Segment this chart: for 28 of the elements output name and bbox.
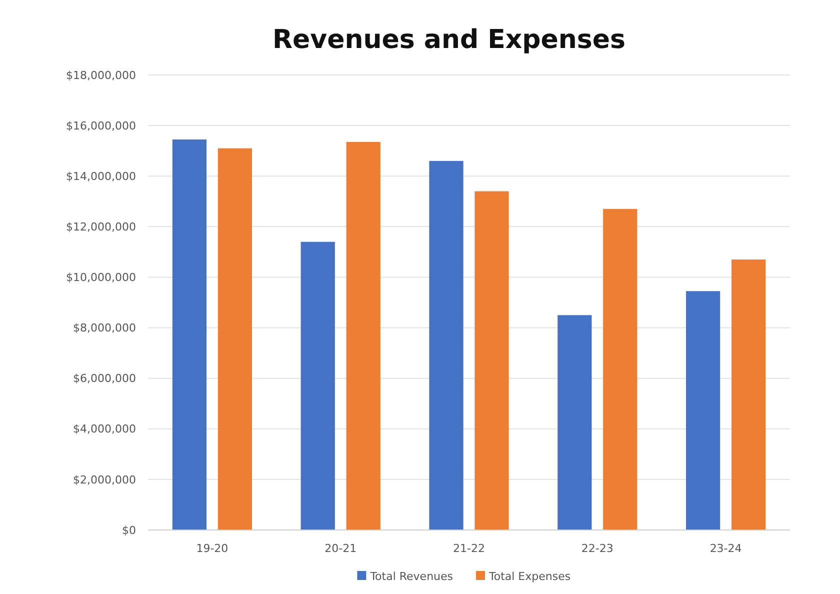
y-tick-label: $18,000,000: [66, 68, 136, 82]
bar: [731, 260, 766, 530]
x-tick-label: 23-24: [710, 542, 742, 555]
legend-label: Total Expenses: [488, 570, 571, 583]
bar: [218, 148, 252, 530]
chart-title: Revenues and Expenses: [272, 25, 626, 55]
y-tick-label: $0: [122, 524, 136, 537]
y-tick-label: $16,000,000: [66, 119, 136, 132]
x-tick-label: 21-22: [453, 542, 485, 555]
y-tick-label: $12,000,000: [66, 220, 136, 234]
y-tick-label: $6,000,000: [73, 372, 136, 386]
bar: [474, 191, 509, 530]
y-tick-label: $14,000,000: [66, 170, 136, 183]
x-tick-label: 20-21: [324, 542, 357, 555]
y-tick-label: $10,000,000: [66, 271, 136, 284]
legend-label: Total Revenues: [369, 570, 454, 583]
bar: [558, 315, 592, 530]
bar: [686, 291, 720, 530]
bar: [300, 242, 335, 530]
y-tick-label: $8,000,000: [73, 322, 136, 335]
bar: [603, 208, 638, 530]
bar: [172, 139, 207, 530]
x-tick-label: 22-23: [581, 542, 614, 555]
y-tick-label: $2,000,000: [73, 473, 136, 486]
bar: [429, 160, 464, 530]
x-tick-label: 19-20: [196, 542, 228, 555]
bar: [346, 142, 380, 530]
y-tick-label: $4,000,000: [73, 422, 136, 436]
